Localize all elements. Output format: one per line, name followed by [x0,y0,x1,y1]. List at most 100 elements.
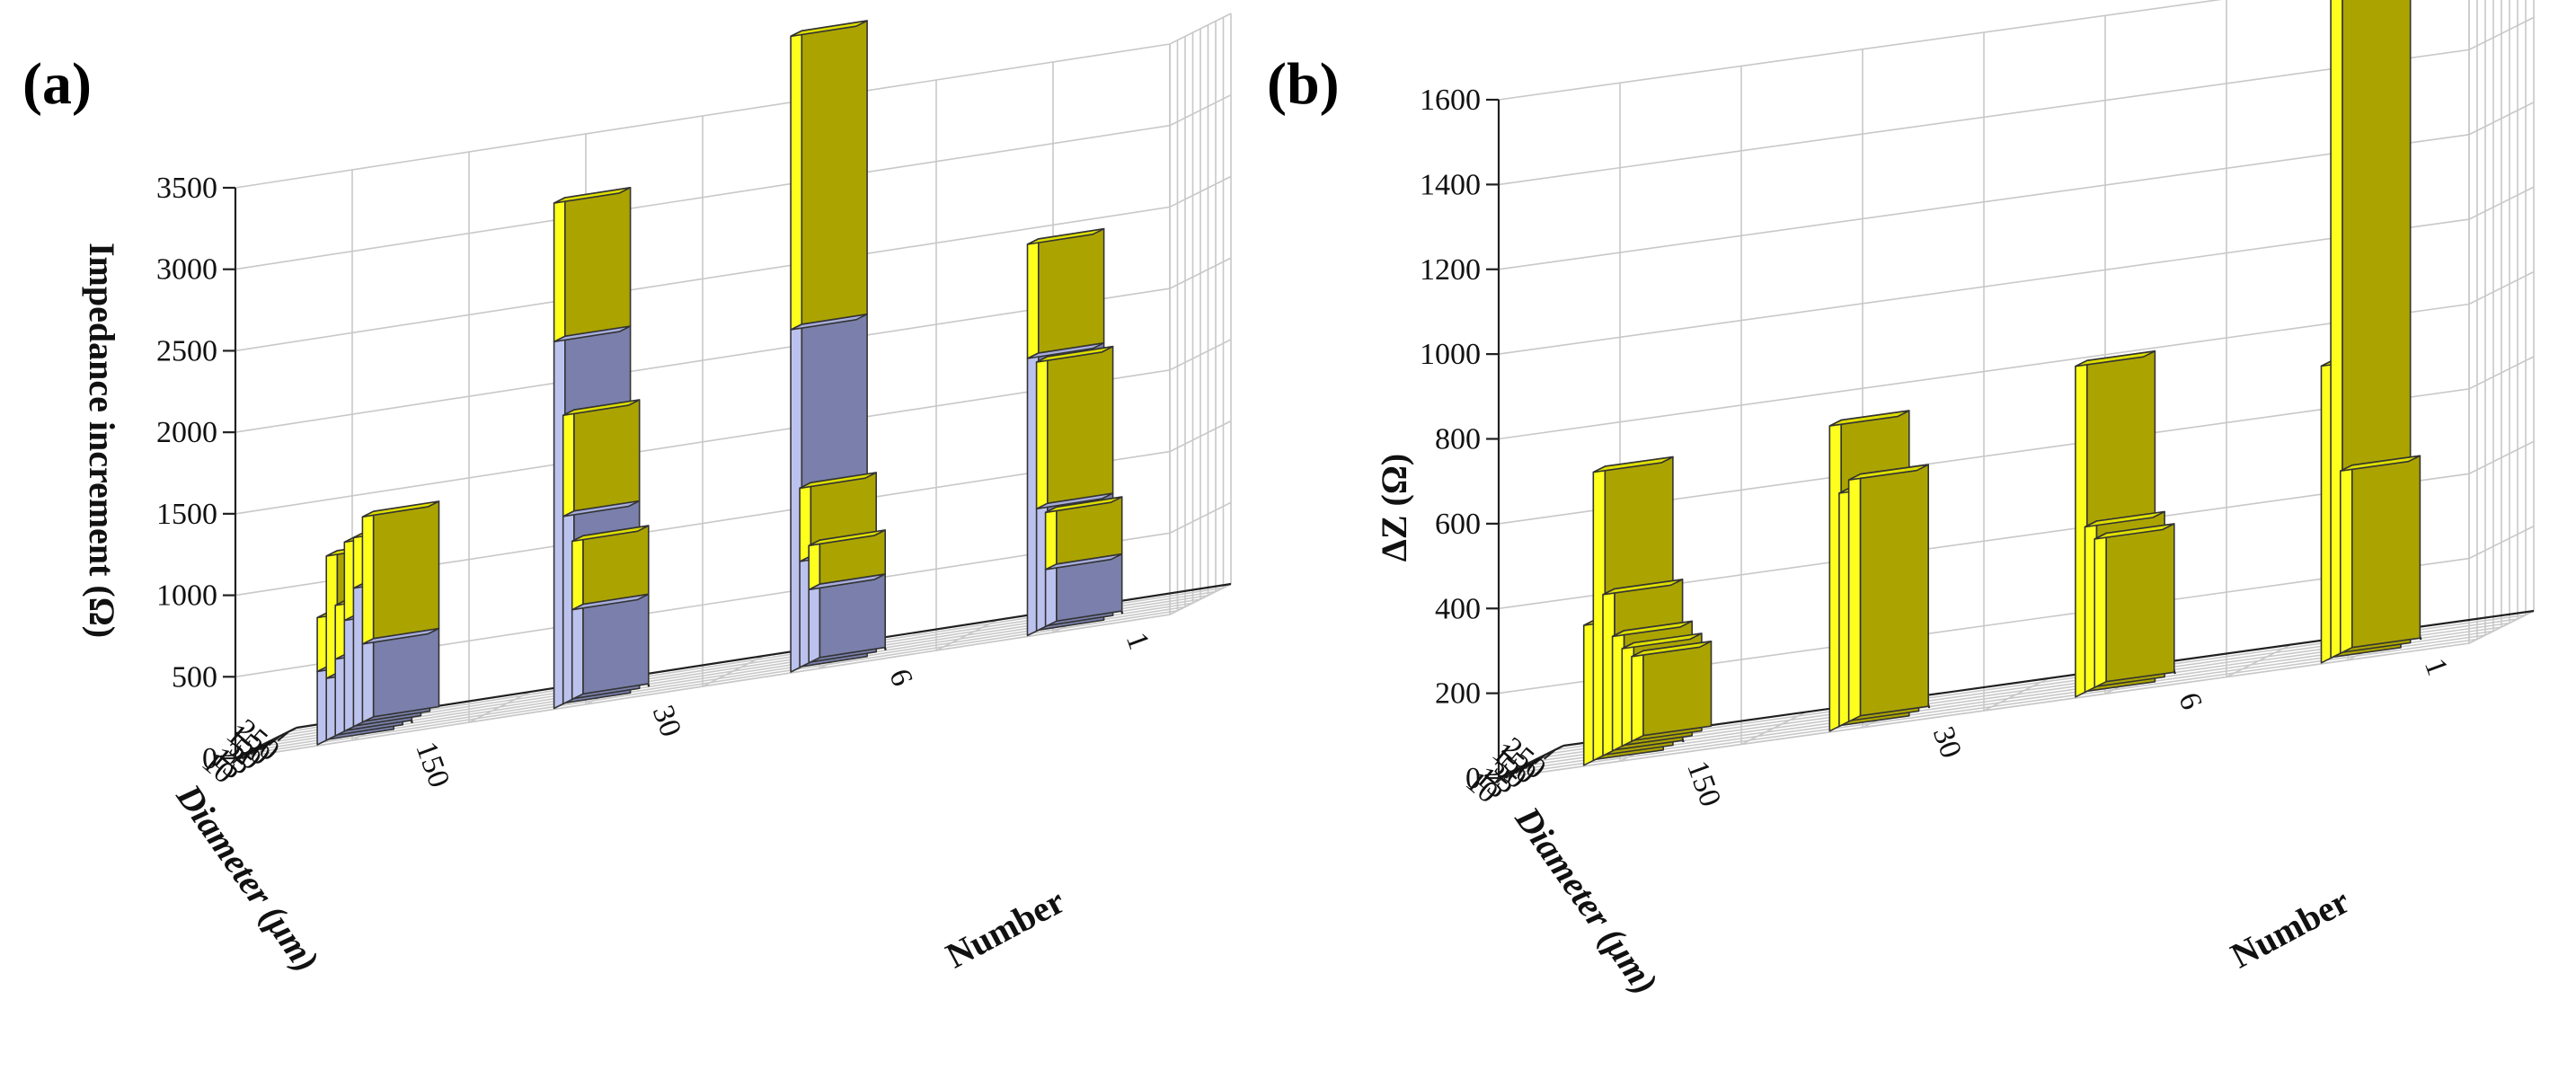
bar-ΔZ-n6-d10-top [2075,349,2156,367]
bar-increment-n150-d250-side [372,500,440,640]
gridline [1506,638,2478,775]
z-tick-label: 800 [1435,423,1481,456]
bar-increment-n6-d25-top [808,529,887,547]
bar-ΔZ-n30-d25-side [1859,464,1929,717]
bars [316,20,1123,746]
bar-increment-n1-d15-front [1035,356,1049,510]
z-tick-label: 500 [172,660,217,694]
z-tick-label: 2000 [156,416,217,449]
z-tick-label: 600 [1435,508,1481,541]
bar-ΔZ-n1-d25-top [2340,455,2421,473]
gridline [2226,643,2292,678]
gridline [235,13,1232,189]
z-axis-label: ΔZ (Ω) [1374,454,1414,562]
bar-increment-n30-d10-top [553,187,632,204]
z-tick-label: 400 [1435,592,1481,625]
z-tick-label: 0 [202,742,217,775]
bar-increment-n6-d15-top [799,472,878,490]
bar-ΔZ-n150-d15-top [1592,456,1674,473]
bar-increment-n30-d25-front [571,535,584,611]
panel-a-chart: 0500100015002000250030003500101525501502… [22,13,1232,979]
bar-ΔZ-n150-d25-top [1602,579,1684,596]
bar-base-n150-d250-side [372,627,440,718]
z-axis-label: Impedance increment (Ω) [82,243,122,638]
z-tick-label: 3500 [156,172,217,205]
bar-increment-n30-d15-top [562,399,641,417]
bar-increment-n150-d250-front [361,510,375,645]
bars [1582,0,2421,766]
diameter-tick [1505,768,1518,779]
z-tick-label: 1200 [1420,253,1481,287]
number-tick-label: 30 [646,701,687,741]
bar-increment-n150-d250-top [361,500,440,518]
bar-increment-n1-d25-front [1044,506,1058,571]
bar-base-n150-d250-front [361,637,375,723]
diameter-axis-label: Diameter (μm) [168,776,327,979]
number-tick-label: 1 [2418,654,2455,680]
z-tick-label: 1000 [156,579,217,613]
diameter-tick [1543,748,1556,760]
number-tick-label: 150 [409,738,456,792]
number-tick-label: 30 [1926,722,1968,763]
z-tick-label: 200 [1435,677,1481,711]
bar-increment-n1-d15-side [1047,345,1114,505]
bar-increment-n6-d10-top [790,20,868,38]
bar-ΔZ-n150-d250-front [1631,650,1644,743]
diameter-tick [1524,758,1537,770]
diameter-tick [268,735,280,747]
gridline [235,614,1171,759]
gridline [1498,0,2223,101]
bar-ΔZ-n6-d25-front [2094,532,2107,689]
bar-increment-n1-d10-side [1038,227,1105,354]
bar-ΔZ-n30-d10-top [1828,410,1910,427]
bar-base-n1-d25-front [1044,562,1058,628]
z-tick-label: 2500 [156,334,217,367]
bar-ΔZ-n1-d25-side [2351,455,2421,649]
z-tick-label: 3000 [156,253,217,287]
bar-ΔZ-n150-d150-top [1621,632,1703,650]
diameter-tick [250,744,262,756]
number-tick-label: 6 [882,665,919,691]
bar-ΔZ-n30-d25-front [1847,473,1862,723]
bar-increment-n30-d10-front [553,197,566,343]
bar-ΔZ-n150-d250-side [1642,640,1713,737]
z-tick-label: 1400 [1420,168,1481,201]
gridline [935,619,998,651]
bar-ΔZ-n1-d15-front [2330,0,2343,659]
diameter-axis-label: Diameter (μm) [1507,799,1666,1002]
bar-increment-n30-d25-top [571,525,650,543]
diameter-tick [259,739,271,751]
bar-ΔZ-n6-d25-side [2105,523,2175,683]
z-tick-label: 1500 [156,498,217,531]
number-axis-label: Number [2224,880,2356,977]
gridline [1498,642,2470,779]
bar-increment-n1-d10-top [1026,227,1105,245]
bar-ΔZ-n6-d25-top [2094,523,2175,540]
bar-ΔZ-n150-d250-top [1631,640,1713,658]
bar-increment-n1-d10-front [1026,238,1040,359]
panel-label: (b) [1267,51,1340,117]
bar-increment-n30-d15-front [562,409,575,517]
diameter-tick [232,753,244,765]
bar-base-n30-d25-side [582,593,650,695]
diameter-tick [1514,763,1527,774]
bar-ΔZ-n30-d25-top [1847,464,1929,482]
z-tick-label: 0 [1465,762,1481,795]
bar-ΔZ-n6-d15-top [2084,510,2165,528]
bar-increment-n6-d10-side [801,20,868,325]
bar-base-n6-d25-front [808,583,821,664]
z-tick-label: 1600 [1420,84,1481,117]
number-tick-label: 1 [1120,628,1156,654]
diameter-tick [1495,773,1509,784]
panel-b-chart: 0200400600800100012001400160010152550150… [1267,0,2535,1002]
gridline [243,609,1178,756]
panel-label: (a) [22,51,92,117]
number-tick-label: 150 [1680,756,1727,811]
bar-increment-n1-d25-top [1044,496,1123,514]
bar-base-n30-d25-front [571,603,584,701]
diameter-tick [241,748,253,760]
bar-increment-n30-d15-side [573,399,641,512]
z-tick-label: 1000 [1420,338,1481,371]
bar-increment-n6-d25-front [808,539,821,591]
